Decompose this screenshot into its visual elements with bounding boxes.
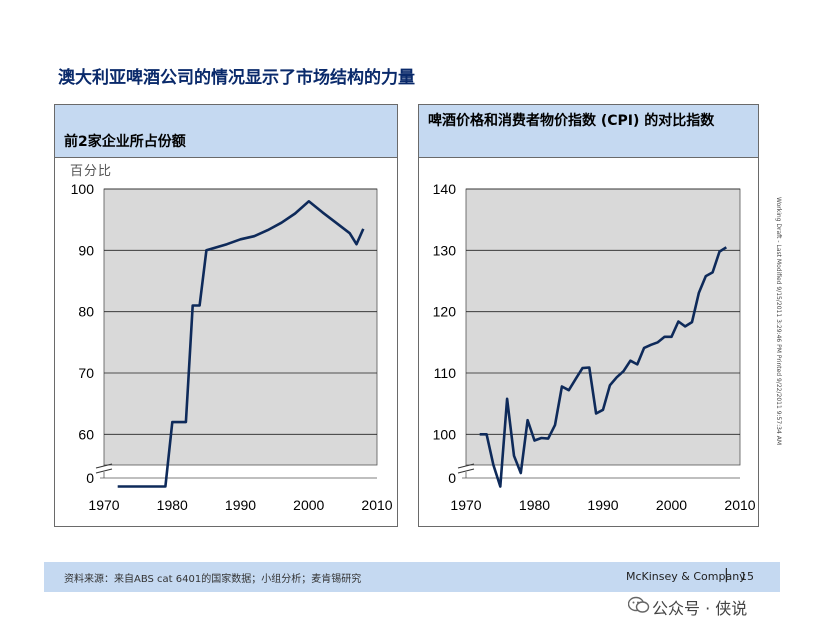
- footer-separator: |: [724, 567, 729, 583]
- chart1-axis-break-mark: [95, 468, 113, 474]
- chart1-x-tick-label: 2000: [293, 497, 324, 513]
- side-note-text: Working Draft - Last Modified 9/15/2011 …: [775, 197, 782, 446]
- footer-source: 资料来源：来自ABS cat 6401的国家数据；小组分析；麦肯锡研究: [64, 574, 362, 585]
- chart2-axis-break-gap: [458, 466, 474, 472]
- chart1-y-tick-label: 70: [78, 365, 94, 381]
- chart1-x-tick-label: 1980: [157, 497, 188, 513]
- chart2-x-tick-label: 1980: [519, 497, 550, 513]
- footer-bar: 资料来源：来自ABS cat 6401的国家数据；小组分析；麦肯锡研究 McKi…: [44, 562, 780, 592]
- chart2-x-tick-label: 1970: [450, 497, 481, 513]
- share-chart-header: 前2家企业所占份额: [55, 105, 397, 158]
- chart2-y-tick-label: 120: [433, 304, 457, 320]
- chart1-x-tick-label: 1990: [225, 497, 256, 513]
- chart1-y-tick-label: 100: [71, 181, 95, 197]
- chart1-y-tick-label: 90: [78, 242, 94, 258]
- chart2-y-tick-label: 110: [434, 365, 457, 381]
- share-chart-title: 前2家企业所占份额: [64, 134, 186, 150]
- chart2-y-tick-label: 140: [433, 181, 457, 197]
- chart2-y-zero-label: 0: [448, 470, 456, 486]
- chart2-y-tick-label: 130: [433, 242, 457, 258]
- share-chart-unit-label: 百分比: [70, 164, 113, 179]
- watermark: 公众号 · 侠说: [652, 599, 748, 618]
- chart2-axis-break-mark: [457, 468, 475, 474]
- chart1-axis-break-gap: [96, 466, 112, 472]
- chart2-axis-break-mark: [457, 463, 475, 469]
- chart2-x-tick-label: 1990: [587, 497, 618, 513]
- wechat-icon: [628, 596, 650, 613]
- chart2-plot-area: [465, 188, 741, 466]
- chart1-y-zero-label: 0: [86, 470, 94, 486]
- chart2-x-tick-label: 2000: [656, 497, 687, 513]
- page-title: 澳大利亚啤酒公司的情况显示了市场结构的力量: [58, 68, 415, 88]
- footer-brand: McKinsey & Company: [626, 570, 746, 583]
- price-chart-header: 啤酒价格和消费者物价指数 (CPI) 的对比指数: [419, 105, 758, 158]
- chart1-plot-area: [103, 188, 378, 466]
- price-chart-title: 啤酒价格和消费者物价指数 (CPI) 的对比指数: [428, 113, 715, 129]
- page-number: 15: [740, 570, 754, 583]
- chart1-y-tick-label: 60: [78, 426, 94, 442]
- chart1-x-tick-label: 2010: [361, 497, 392, 513]
- chart2-x-tick-label: 2010: [724, 497, 755, 513]
- chart1-y-tick-label: 80: [78, 304, 94, 320]
- chart1-x-tick-label: 1970: [88, 497, 119, 513]
- chart2-y-tick-label: 100: [433, 426, 457, 442]
- side-note: Working Draft - Last Modified 9/15/2011 …: [773, 197, 783, 445]
- chart1-axis-break-mark: [95, 463, 113, 469]
